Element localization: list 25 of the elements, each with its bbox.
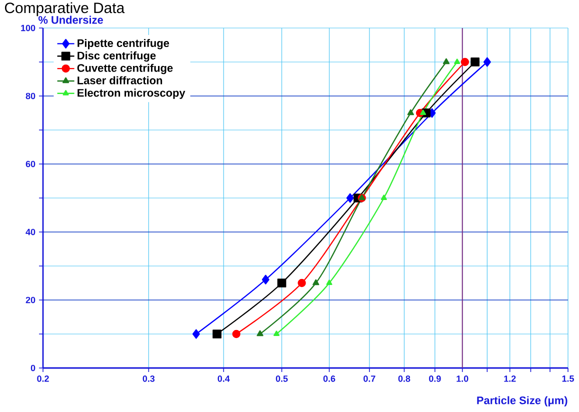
legend-label: Electron microscopy xyxy=(78,88,186,99)
x-tick-label: 0.8 xyxy=(398,376,410,382)
x-tick-label: 0.6 xyxy=(323,376,336,382)
x-tick-label: 1.0 xyxy=(456,376,468,382)
x-tick-label: 1.2 xyxy=(504,376,516,382)
y-tick-label: 0 xyxy=(30,364,36,372)
y-tick-label: 40 xyxy=(26,228,36,236)
legend-label: Disc centrifuge xyxy=(78,51,156,62)
y-axis-title: % Undersize xyxy=(38,16,103,24)
x-tick-label: 0.9 xyxy=(429,376,441,382)
x-tick-label: 0.4 xyxy=(218,376,230,382)
chart-title: Comparative Data xyxy=(4,2,125,16)
y-tick-label: 100 xyxy=(21,24,36,32)
y-tick-label: 80 xyxy=(26,92,36,100)
x-tick-label: 1.5 xyxy=(562,376,574,382)
x-tick-label: 0.7 xyxy=(364,376,376,382)
x-tick-label: 0.5 xyxy=(276,376,288,382)
legend-label: Laser diffraction xyxy=(78,76,162,84)
x-tick-label: 0.3 xyxy=(142,376,155,382)
x-axis-title: Particle Size (μm) xyxy=(477,396,568,406)
y-tick-label: 20 xyxy=(26,296,36,304)
x-tick-label: 0.2 xyxy=(37,376,49,382)
legend-label: Pipette centrifuge xyxy=(78,38,170,50)
y-tick-label: 60 xyxy=(26,160,36,168)
legend-label: Cuvette centrifuge xyxy=(77,64,173,74)
